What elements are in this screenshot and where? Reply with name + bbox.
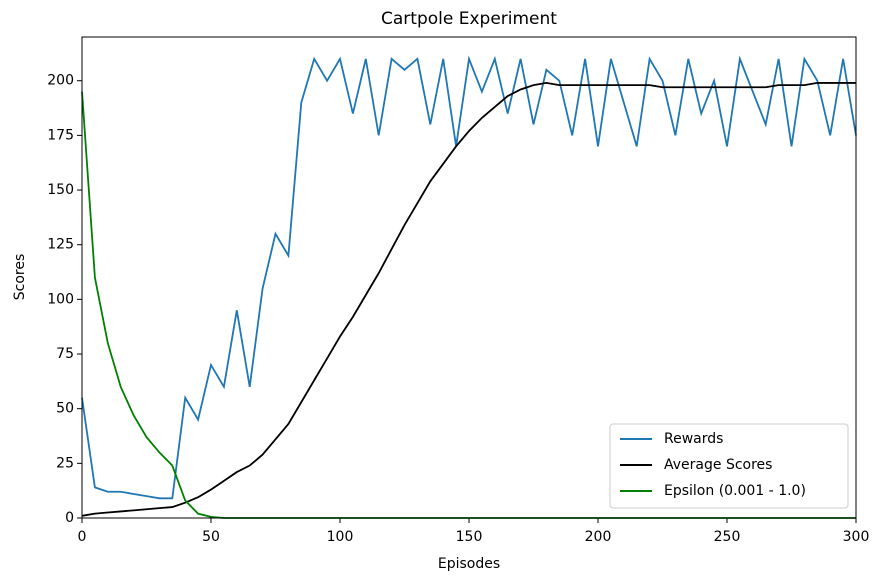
legend-label: Epsilon (0.001 - 1.0) [664,483,806,499]
x-tick-label: 100 [327,529,354,545]
x-tick-label: 50 [202,529,220,545]
y-tick-label: 75 [56,346,74,362]
y-tick-label: 175 [47,127,74,143]
y-tick-label: 125 [47,237,74,253]
x-tick-label: 250 [714,529,741,545]
chart-title: Cartpole Experiment [381,9,557,29]
x-axis-label: Episodes [438,556,500,572]
y-tick-label: 100 [47,291,74,307]
y-tick-label: 150 [47,182,74,198]
y-tick-label: 200 [47,73,74,89]
x-tick-label: 300 [843,529,870,545]
legend-label: Average Scores [664,457,772,473]
y-axis-label: Scores [12,254,28,301]
series-line [81,55,857,500]
y-tick-label: 50 [56,401,74,417]
x-tick-label: 0 [78,529,87,545]
y-tick-label: 0 [65,510,74,526]
legend-box [609,423,849,509]
y-tick-label: 25 [56,455,74,471]
x-tick-label: 150 [456,529,483,545]
x-tick-label: 200 [585,529,612,545]
plot-frame [81,36,857,519]
legend-label: Rewards [664,431,723,447]
series-line [81,82,856,517]
